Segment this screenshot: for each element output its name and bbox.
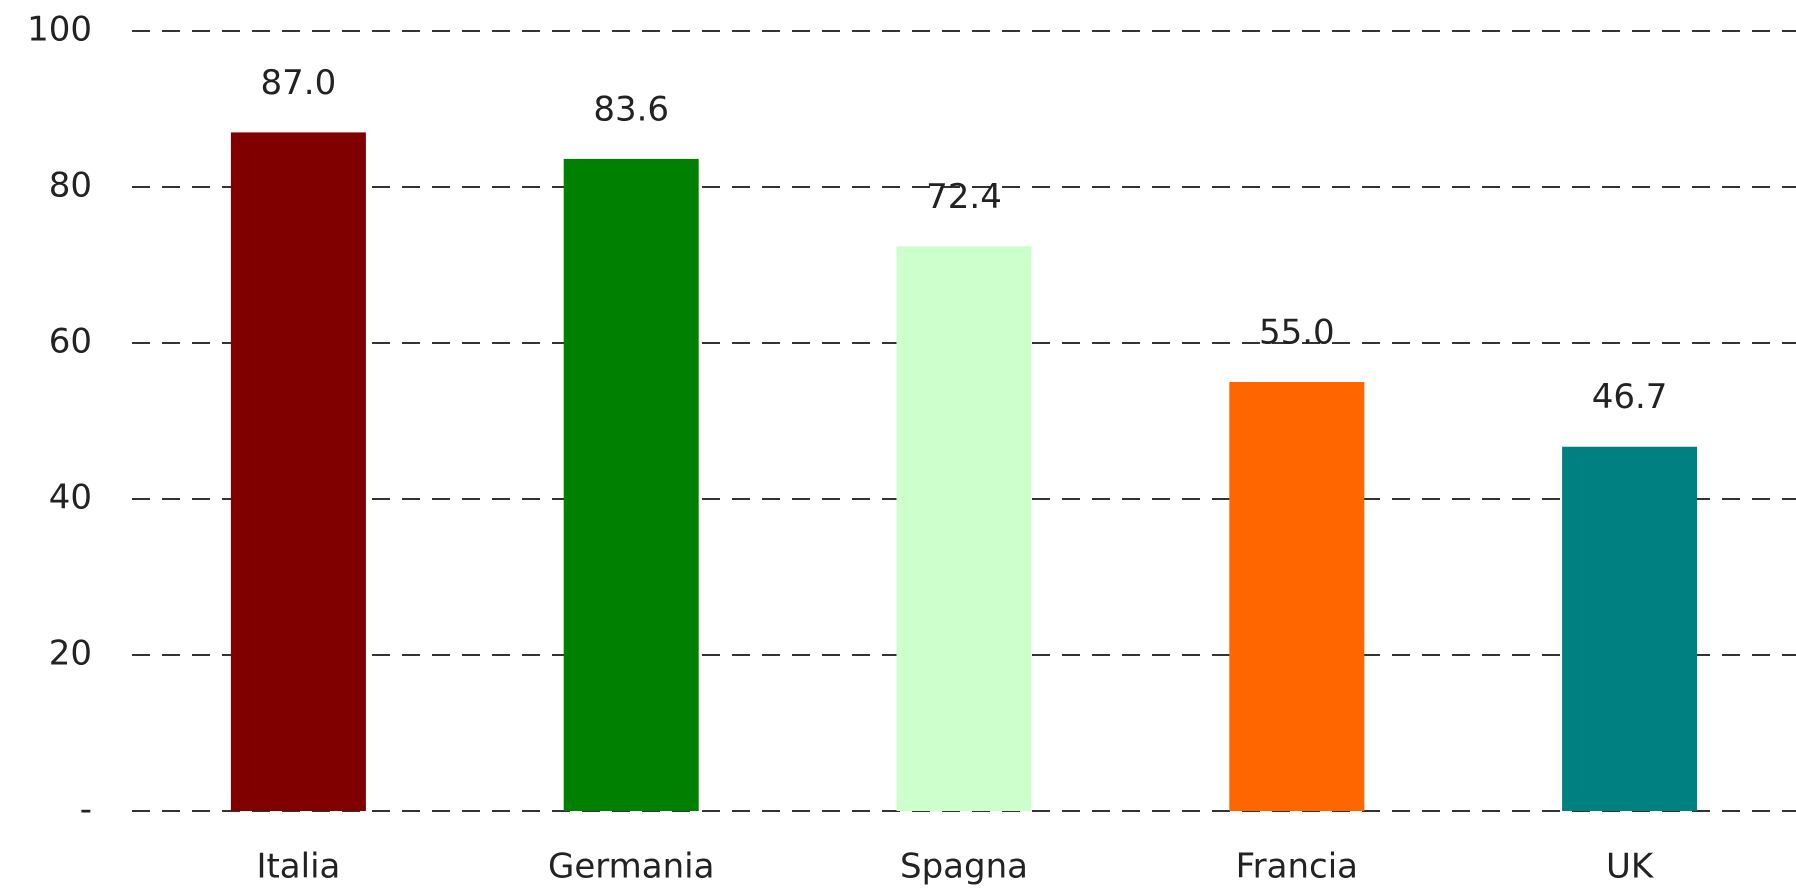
x-tick-label: Spagna [900, 847, 1028, 887]
bar [1229, 382, 1365, 811]
y-tick-label: 80 [49, 166, 92, 206]
x-tick-label: Italia [256, 847, 340, 887]
x-tick-label: Francia [1236, 847, 1358, 887]
x-tick-label: Germania [548, 847, 714, 887]
value-label: 87.0 [261, 63, 337, 103]
y-tick-label: 100 [27, 10, 92, 50]
value-label: 55.0 [1259, 313, 1335, 353]
bar [563, 158, 699, 812]
value-label: 83.6 [593, 89, 669, 129]
y-tick-label: - [80, 790, 92, 830]
bar [230, 132, 366, 811]
x-tick-label: UK [1606, 847, 1655, 887]
value-label: 46.7 [1592, 377, 1668, 417]
bar [896, 246, 1032, 811]
y-tick-label: 60 [49, 322, 92, 362]
y-tick-label: 40 [49, 478, 92, 518]
value-label: 72.4 [926, 177, 1002, 217]
bar [1562, 446, 1698, 811]
y-tick-label: 20 [49, 634, 92, 674]
